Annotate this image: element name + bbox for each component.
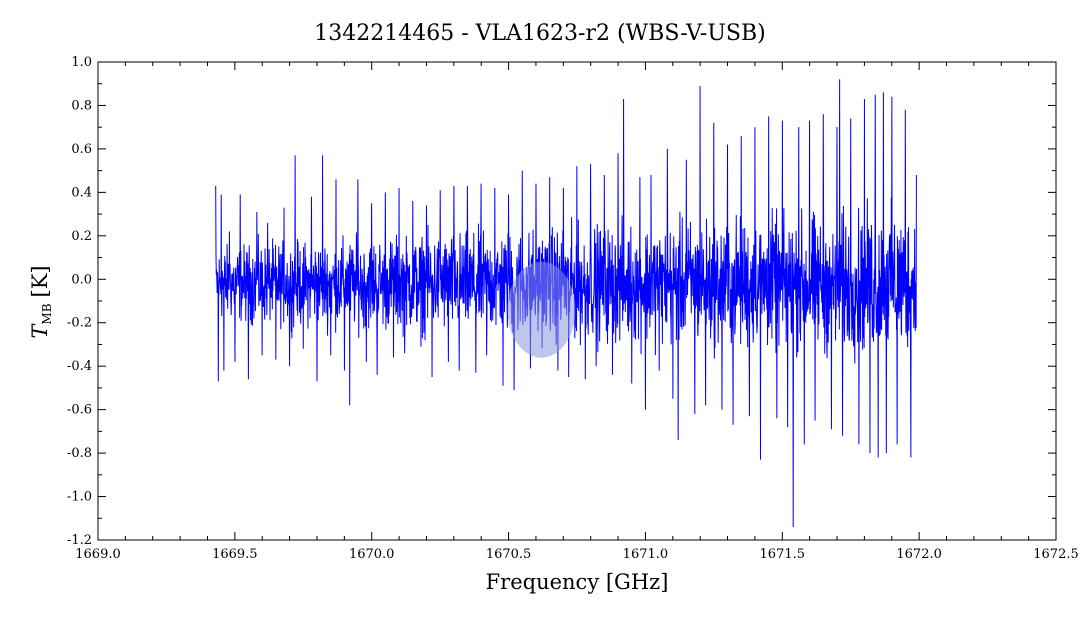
y-axis: 1.0 0.8 0.6 0.4 0.2 0.0 -0.2 -0.4 -0.6 -0.8 -1.0 -1…: [67, 55, 1056, 548]
y-tick-label: 1.0: [71, 55, 92, 70]
y-axis-label-main: T: [28, 323, 52, 339]
x-tick-label: 1672.0: [896, 547, 942, 562]
svg-text:TMB[K]: TMB [K]: [28, 265, 54, 338]
x-tick-label: 1670.5: [486, 547, 532, 562]
x-tick-label: 1669.0: [75, 547, 121, 562]
y-tick-label: 0.4: [71, 185, 92, 200]
y-tick-label: 0.6: [71, 142, 92, 157]
spectrum-line: [215, 79, 917, 527]
y-tick-label: -0.8: [67, 446, 92, 461]
y-tick-label: 0.8: [71, 98, 92, 113]
y-axis-label: TMB [K]: [28, 265, 54, 338]
x-tick-label: 1671.0: [623, 547, 669, 562]
marker-layer: [507, 261, 576, 358]
plot-area: 1669.0 1669.5 1670.0 1670.5 1671.0 1671.5 1672…: [67, 55, 1079, 562]
y-axis-label-unit: [K]: [28, 265, 52, 297]
x-tick-label: 1672.5: [1033, 547, 1079, 562]
x-axis-label: Frequency [GHz]: [486, 570, 669, 594]
line-marker-circle: [507, 261, 576, 358]
y-tick-label: 0.0: [71, 272, 92, 287]
y-tick-label: -1.2: [67, 533, 92, 548]
chart-title: 1342214465 - VLA1623-r2 (WBS-V-USB): [314, 21, 765, 46]
x-tick-label: 1670.0: [349, 547, 395, 562]
y-tick-label: -0.2: [67, 316, 92, 331]
y-tick-label: -0.4: [67, 359, 92, 374]
y-tick-label: -0.6: [67, 403, 92, 418]
y-axis-label-sub: MB: [40, 303, 54, 324]
y-tick-label: 0.2: [71, 229, 92, 244]
x-tick-label: 1669.5: [212, 547, 258, 562]
y-tick-label: -1.0: [67, 490, 92, 505]
x-tick-label: 1671.5: [760, 547, 806, 562]
series-layer: [215, 79, 917, 527]
x-axis: 1669.0 1669.5 1670.0 1670.5 1671.0 1671.5 1672…: [75, 62, 1079, 562]
